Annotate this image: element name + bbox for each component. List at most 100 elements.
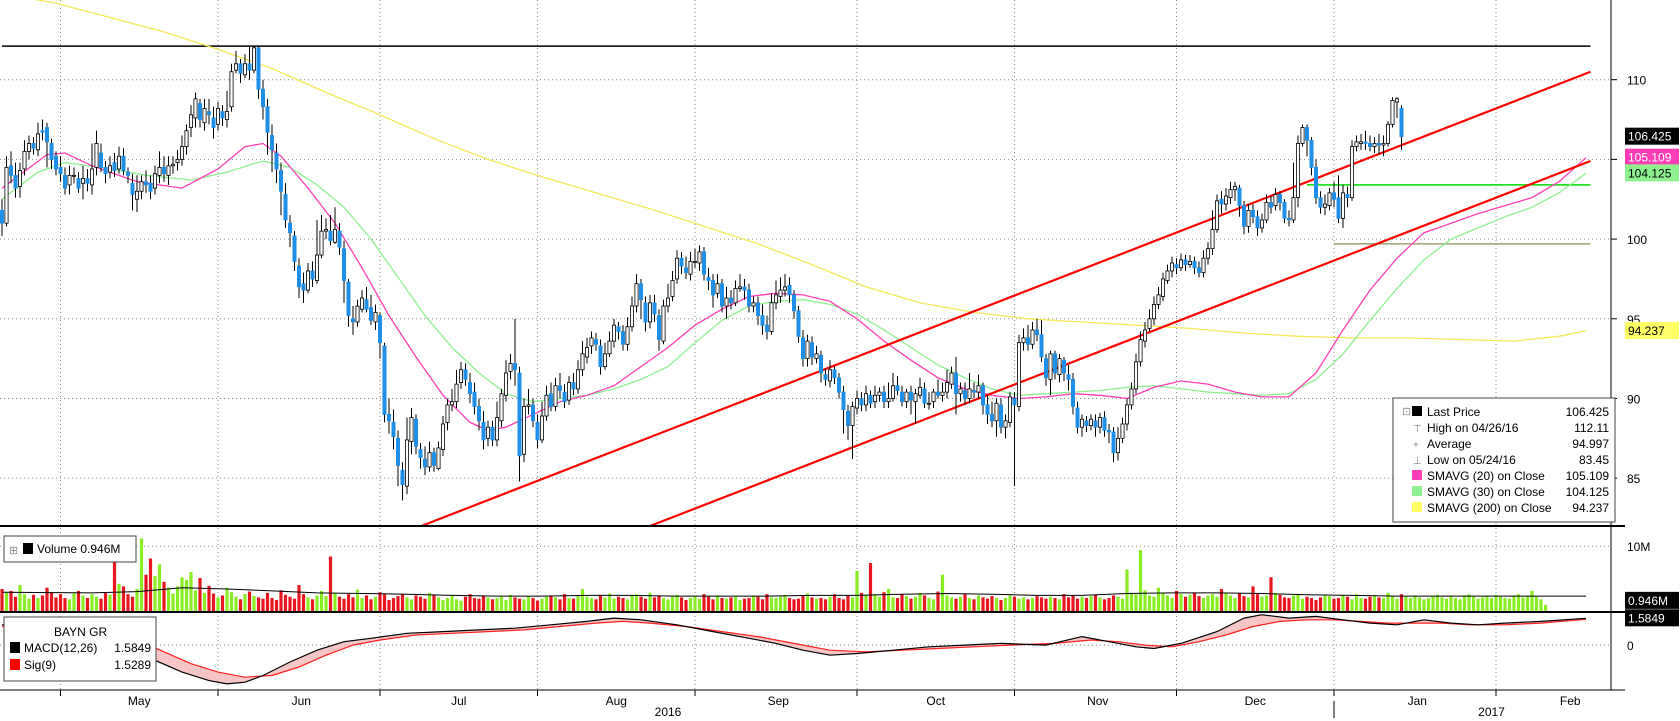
volume-bar: [324, 596, 328, 611]
volume-bar: [963, 594, 967, 611]
candle-body: [832, 369, 837, 379]
candle-body: [1323, 203, 1328, 208]
candle-body: [859, 398, 864, 406]
volume-bar: [1134, 594, 1138, 611]
candle-body: [769, 302, 774, 332]
candle-body: [1309, 139, 1314, 168]
candle-body: [1197, 267, 1202, 273]
candle-body: [715, 283, 720, 294]
volume-bar: [1035, 596, 1039, 611]
candle-body: [895, 385, 900, 391]
volume-bar: [958, 596, 963, 611]
candle-body: [733, 288, 738, 304]
candle-body: [918, 386, 923, 396]
candle-body: [476, 406, 481, 422]
candle-body: [612, 324, 617, 342]
candle-body: [1318, 197, 1323, 208]
candle-body: [846, 410, 851, 426]
candle-body: [373, 312, 378, 323]
volume-bar: [63, 598, 67, 611]
volume-bar: [1237, 593, 1242, 611]
volume-bar: [1458, 599, 1462, 611]
candle-body: [522, 406, 527, 455]
candle-body: [184, 130, 189, 148]
candle-body: [634, 283, 639, 307]
volume-bar: [954, 598, 958, 611]
volume-bar: [1039, 597, 1044, 611]
volume-bar: [274, 599, 279, 611]
volume-bar: [711, 599, 715, 611]
candle-body: [283, 194, 288, 221]
volume-bar: [238, 599, 243, 611]
volume-bar: [837, 598, 841, 611]
volume-bar: [976, 595, 981, 611]
volume-bar: [810, 597, 814, 611]
volume-bar: [297, 585, 301, 611]
volume-bar: [661, 598, 666, 611]
candle-body: [1152, 304, 1157, 320]
volume-bar: [1120, 598, 1125, 611]
candle-body: [31, 143, 36, 149]
volume-bar: [1494, 594, 1498, 611]
candle-body: [224, 111, 229, 120]
volume-bar: [594, 599, 598, 611]
volume-bar: [0, 588, 4, 611]
volume-bar: [477, 598, 481, 611]
candle-body: [1143, 329, 1148, 342]
candle-body: [1107, 429, 1112, 433]
price-tick-label: 100: [1627, 233, 1647, 247]
volume-bar: [805, 593, 810, 611]
candle-body: [126, 171, 131, 176]
candle-body: [1030, 329, 1035, 345]
candle-body: [1021, 337, 1026, 344]
volume-bar: [567, 598, 571, 611]
candle-body: [355, 305, 360, 323]
candle-body: [1219, 198, 1224, 205]
volume-bar: [166, 587, 171, 611]
volume-bar: [1516, 594, 1521, 611]
volume-bar: [486, 597, 490, 611]
candle-body: [368, 307, 373, 321]
candle-body: [688, 261, 693, 275]
volume-bar: [117, 583, 121, 611]
candle-body: [882, 391, 887, 403]
candle-body: [540, 415, 545, 441]
candle-body: [1237, 187, 1242, 207]
candle-body: [949, 372, 954, 385]
candle-body: [508, 363, 513, 372]
volume-bar: [216, 597, 220, 611]
candle-body: [467, 382, 472, 395]
candle-body: [1336, 197, 1341, 219]
candle-body: [585, 347, 590, 358]
last-price-tag-text: 106.425: [1628, 130, 1672, 144]
candle-body: [40, 130, 45, 133]
candle-body: [598, 345, 603, 368]
candle-body: [166, 165, 171, 176]
volume-bar: [495, 598, 499, 611]
volume-bar: [333, 593, 337, 611]
volume-bar: [720, 598, 724, 611]
volume-bar: [1354, 594, 1359, 611]
volume-bar: [535, 600, 540, 611]
volume-bar: [1453, 598, 1458, 611]
candle-body: [1138, 339, 1143, 363]
volume-bar: [1210, 594, 1215, 611]
candle-body: [1129, 388, 1134, 406]
candle-body: [940, 391, 945, 396]
legend-label: Last Price: [1427, 405, 1481, 419]
volume-bar: [1044, 598, 1048, 611]
volume-bar: [1021, 597, 1026, 611]
volume-bar: [850, 597, 855, 611]
candle-body: [206, 111, 211, 116]
candle-body: [796, 310, 801, 337]
candle-body: [900, 391, 905, 403]
volume-bar: [468, 594, 472, 611]
candle-body: [814, 353, 819, 360]
candle-body: [8, 165, 13, 176]
volume-bar: [328, 556, 333, 611]
candle-body: [661, 305, 666, 342]
volume-bar: [1341, 595, 1345, 611]
volume-bar: [1147, 595, 1152, 611]
volume-bar: [270, 598, 274, 611]
